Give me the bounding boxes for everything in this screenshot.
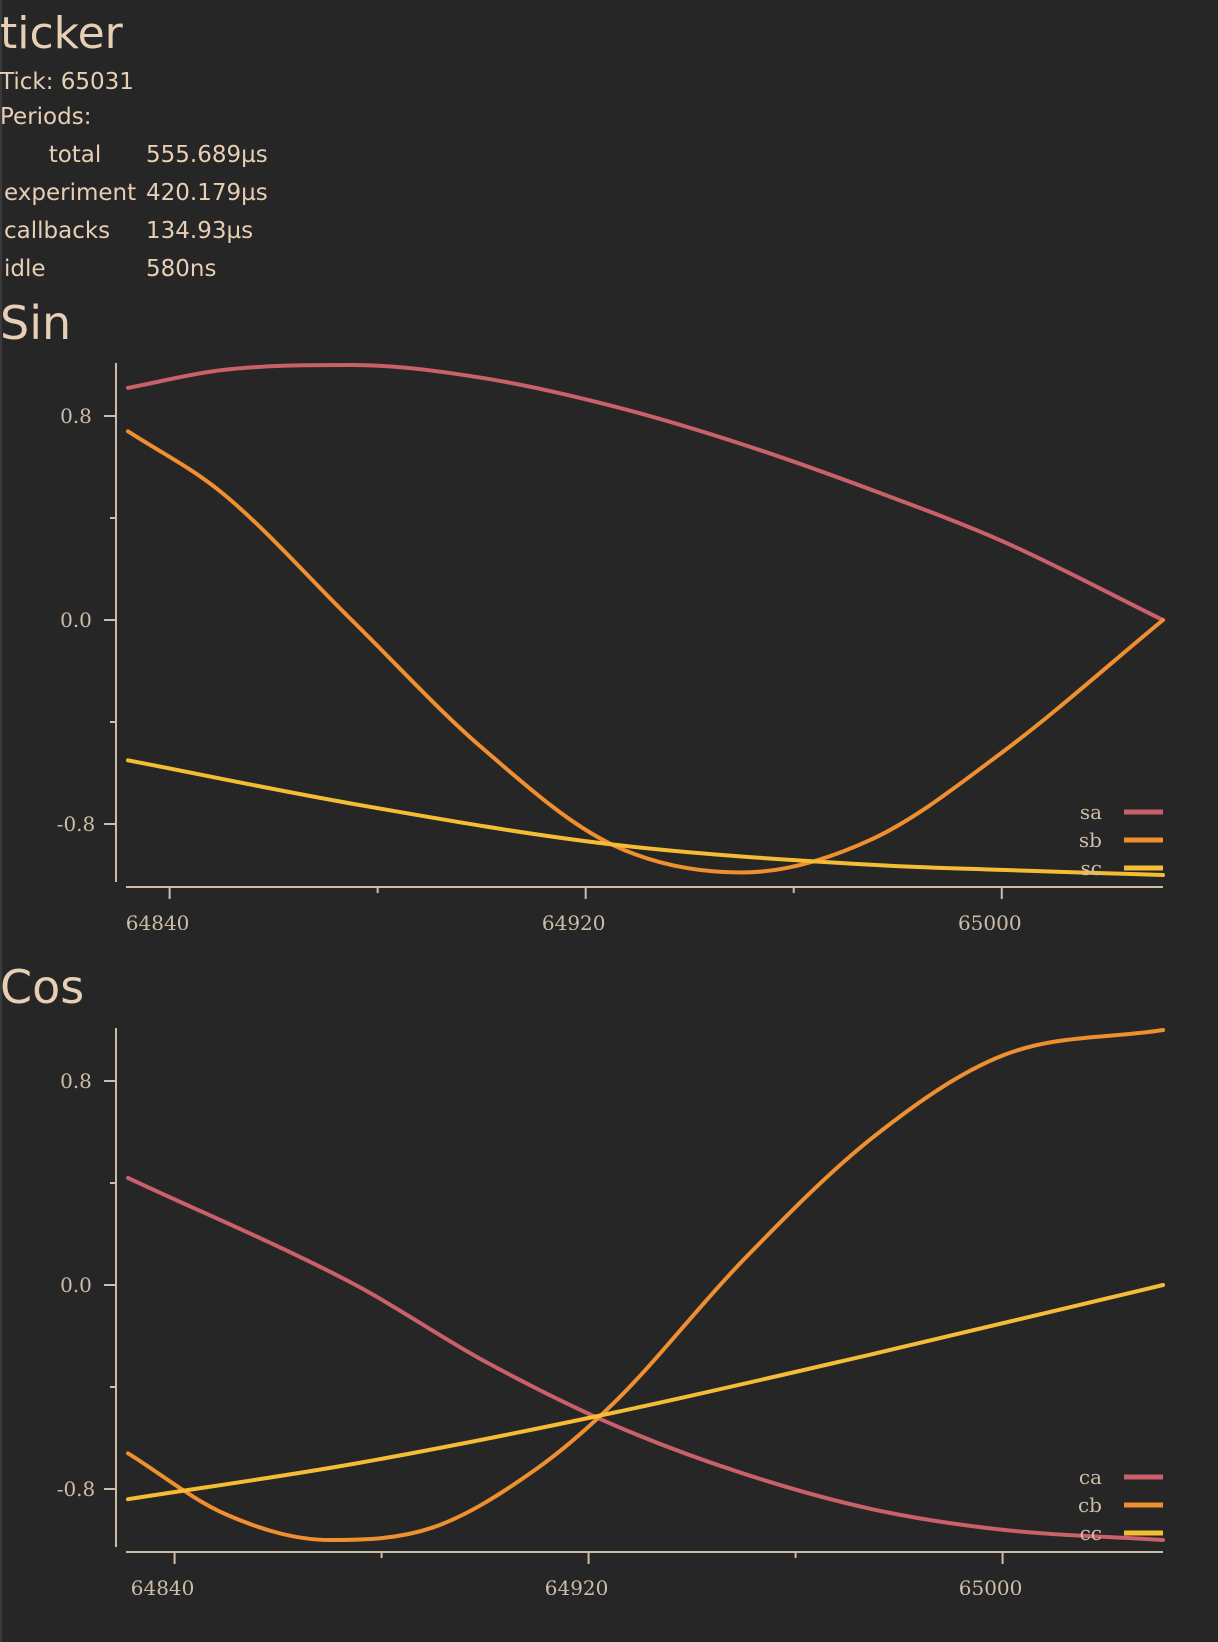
series-line-cc [126,1283,1165,1502]
period-key: total [48,142,102,168]
series-line-cb [126,1028,1165,1542]
series-line-ca [126,1175,1165,1542]
legend-label-ca: ca [1079,1465,1102,1489]
y-tick-label: -0.8 [57,812,96,836]
series-line-sb [126,429,1165,875]
legend-label-sa: sa [1080,800,1102,824]
y-tick-label: 0.0 [60,1273,92,1297]
legend-label-sb: sb [1079,828,1102,852]
legend-label-sc: sc [1081,856,1102,880]
tick-counter: Tick: 65031 [0,69,134,95]
x-tick-label: 64920 [542,911,606,930]
cos-chart: 0.8 0.0 -0.8 64840 64920 65000 ca cb cc [57,1028,1165,1595]
period-row-callbacks: callbacks 134.93µs [2,212,268,250]
period-key: idle [4,256,46,282]
periods-table: total 555.689µs experiment 420.179µs cal… [2,136,268,288]
periods-label: Periods: [0,104,92,130]
left-border [0,0,2,1642]
x-tick-label: 65000 [958,911,1022,930]
sin-chart: 0.8 0.0 -0.8 64840 64920 65000 sa sb sc [57,363,1165,930]
period-row-experiment: experiment 420.179µs [2,174,268,212]
sin-chart-title: Sin [0,296,72,350]
period-value: 134.93µs [146,218,254,244]
period-row-idle: idle 580ns [2,250,268,288]
series-line-sa [126,363,1165,622]
series-line-sc [126,758,1165,877]
period-key: experiment [4,180,137,206]
x-tick-label: 64920 [545,1576,609,1595]
y-tick-label: 0.8 [60,404,92,428]
y-tick-label: 0.0 [60,608,92,632]
period-value: 580ns [146,256,217,282]
period-row-total: total 555.689µs [2,136,268,174]
x-tick-label: 65000 [959,1576,1023,1595]
period-value: 420.179µs [146,180,268,206]
x-tick-label: 64840 [126,911,190,930]
y-tick-label: 0.8 [60,1069,92,1093]
legend-label-cc: cc [1080,1521,1102,1545]
period-value: 555.689µs [146,142,268,168]
cos-chart-title: Cos [0,960,85,1014]
x-tick-label: 64840 [131,1576,195,1595]
app-title: ticker [0,8,123,59]
period-key: callbacks [4,218,111,244]
y-tick-label: -0.8 [57,1477,96,1501]
legend-label-cb: cb [1078,1493,1102,1517]
